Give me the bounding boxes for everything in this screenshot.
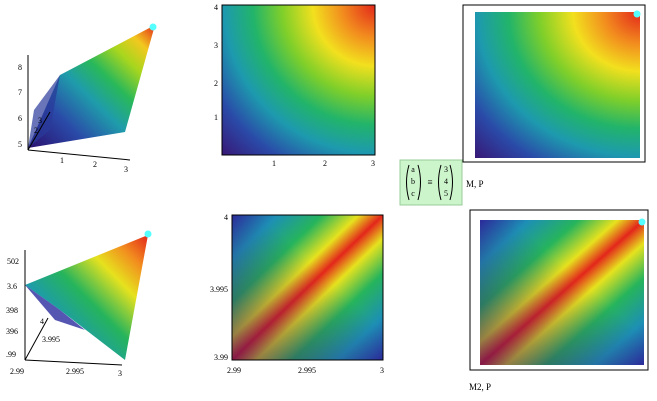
image-fill [475, 12, 640, 158]
x-label: 1 [272, 159, 276, 168]
operator: ≡ [427, 177, 432, 187]
matrix-value: 3 [444, 165, 448, 174]
y-label: 3 [214, 41, 218, 50]
y-label: 4 [224, 213, 228, 222]
matrix-value: 5 [444, 189, 448, 198]
matrix-name: b [411, 177, 415, 186]
z-label: .99 [6, 350, 16, 359]
y-label: 3 [38, 116, 42, 125]
matrix-value: 4 [444, 177, 448, 186]
contour-shade [232, 215, 383, 360]
x-label: 2.995 [298, 366, 316, 375]
z-label: 7 [18, 88, 22, 97]
contour-plot-bottom[interactable]: 4 3.995 3.99 2.99 2.995 3 [210, 213, 384, 375]
contour-plot-top[interactable]: 4 3 2 1 1 2 3 [214, 3, 376, 168]
matrix-name: a [411, 165, 415, 174]
surface-flank [28, 75, 60, 148]
y-label: 4 [40, 317, 44, 326]
surface-plot-top[interactable]: 8 7 6 5 2 3 1 2 3 [18, 23, 157, 174]
y-axis [27, 111, 51, 151]
plot-frame [221, 4, 376, 156]
surface-underside [25, 285, 85, 330]
x-label: 2 [93, 160, 97, 169]
plot-label: M2, P [469, 382, 491, 392]
point-marker [144, 230, 152, 238]
x-axis [24, 359, 123, 366]
y-label: 3.99 [214, 353, 228, 362]
y-axis [24, 317, 49, 361]
bracket [406, 164, 410, 201]
surface [28, 25, 155, 148]
image-plot-bottom[interactable]: M2, P [469, 209, 649, 392]
y-label: 4 [214, 3, 218, 12]
matrix-definition[interactable]: a b c ≡ 3 4 5 [399, 159, 463, 206]
x-axis [27, 149, 131, 161]
contour-fill [222, 5, 375, 155]
z-label: 6 [18, 114, 22, 123]
z-label: 3.6 [7, 282, 17, 291]
z-label: 5 [18, 140, 22, 149]
matrix-name: c [411, 189, 415, 198]
x-label: 2.99 [10, 367, 24, 376]
x-label: 3 [124, 165, 128, 174]
x-label: 3 [380, 366, 384, 375]
point-marker [149, 23, 157, 31]
x-label: 2 [323, 159, 327, 168]
image-shade [480, 220, 644, 365]
z-label: 502 [7, 257, 19, 266]
y-label: 1 [214, 113, 218, 122]
y-label: 3.995 [210, 285, 228, 294]
bracket [438, 164, 442, 201]
surface [25, 235, 148, 360]
plot-frame [462, 4, 646, 163]
x-label: 2.995 [66, 367, 84, 376]
plot-frame [469, 209, 649, 371]
matrix-box [399, 159, 463, 206]
surface-plot-bottom[interactable]: 502 3.6 398 396 .99 4 3.995 2.99 2.995 3 [6, 230, 152, 378]
y-label: 2 [34, 126, 38, 135]
bracket [417, 164, 421, 201]
x-label: 1 [60, 156, 64, 165]
bracket [449, 164, 453, 201]
z-label: 396 [6, 327, 18, 336]
x-label: 2.99 [227, 366, 241, 375]
x-label: 3 [371, 159, 375, 168]
y-label: 3.995 [42, 335, 60, 344]
y-label: 2 [214, 79, 218, 88]
image-plot-top[interactable]: M, P [462, 4, 646, 189]
plot-label: M, P [466, 179, 484, 189]
point-marker [633, 10, 641, 18]
z-label: 398 [6, 306, 18, 315]
z-label: 8 [18, 63, 22, 72]
plot-frame [231, 214, 384, 361]
x-label: 3 [118, 369, 122, 378]
point-marker [638, 218, 646, 226]
